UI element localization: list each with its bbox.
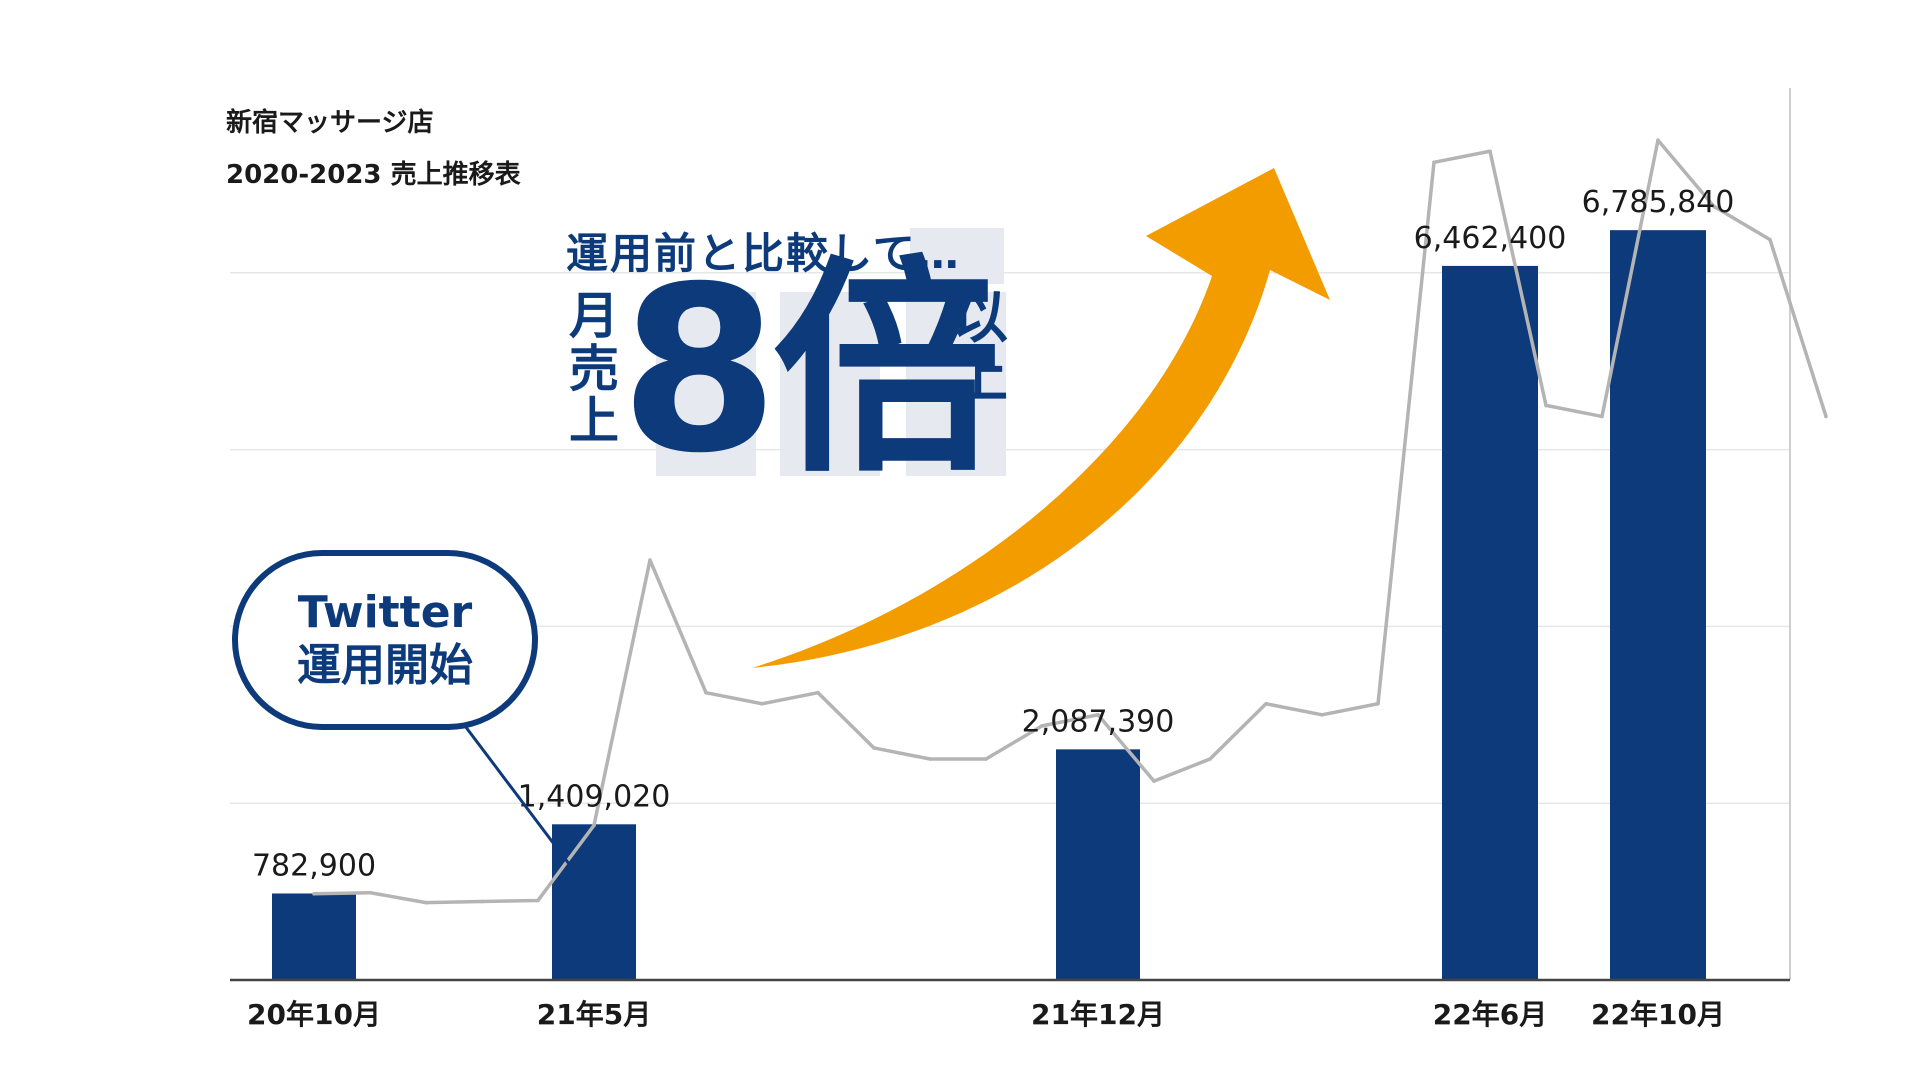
headline-right-vertical: 以 上 — [948, 286, 1012, 410]
bar — [1442, 265, 1538, 980]
trend-point — [1264, 701, 1268, 706]
bar — [552, 824, 636, 980]
x-tick-label: 21年12月 — [1031, 998, 1165, 1031]
trend-point — [1376, 701, 1380, 706]
x-tick-label: 20年10月 — [247, 998, 381, 1031]
headline-big: 8倍 — [620, 237, 1001, 503]
trend-point — [1544, 403, 1548, 408]
headline-char: 以 — [952, 286, 1008, 351]
trend-line — [313, 138, 1828, 905]
data-label: 6,462,400 — [1414, 221, 1567, 256]
bar — [1610, 230, 1706, 980]
headline-highlight — [656, 292, 756, 476]
trend-point — [1040, 724, 1044, 728]
x-tick-label: 22年6月 — [1433, 998, 1547, 1031]
trend-point — [368, 890, 372, 895]
trend-point — [1152, 779, 1156, 783]
trend-point — [1208, 757, 1212, 761]
trend-point — [1712, 204, 1716, 209]
chart-title: 新宿マッサージ店 — [226, 108, 434, 138]
trend-point — [984, 757, 988, 761]
trend-point — [1768, 237, 1772, 242]
trend-point — [1656, 138, 1660, 142]
annotation-line: Twitter — [297, 587, 473, 639]
trend-point — [1432, 160, 1436, 165]
headline-char: 上 — [952, 344, 1008, 410]
trend-point — [648, 558, 652, 562]
chart-subtitle: 2020-2023 売上推移表 — [226, 160, 521, 190]
headline-highlight — [906, 292, 1006, 476]
trend-point — [928, 757, 932, 761]
annotation-pointer — [454, 713, 600, 904]
trend-point — [1824, 414, 1828, 419]
trend-point — [1320, 713, 1324, 717]
trend-point — [760, 701, 764, 706]
data-label: 782,900 — [252, 848, 376, 883]
trend-point — [536, 898, 540, 903]
trend-point — [872, 746, 876, 750]
headline-highlight — [910, 228, 1004, 284]
trend-point — [480, 899, 484, 904]
trend-point — [704, 690, 708, 695]
headline-highlight — [780, 292, 880, 476]
bar — [1056, 749, 1140, 980]
growth-arrow — [752, 168, 1330, 668]
headline-sub: 運用前と比較して… — [566, 229, 961, 278]
annotation-bubble: Twitter 運用開始 — [232, 550, 538, 730]
trend-point — [1096, 713, 1100, 717]
headline-char: 上 — [569, 392, 619, 450]
trend-point — [424, 900, 428, 905]
data-label: 1,409,020 — [518, 779, 671, 814]
data-label: 2,087,390 — [1022, 704, 1175, 739]
trend-point — [816, 690, 820, 695]
data-label: 6,785,840 — [1582, 185, 1735, 220]
trend-point — [1600, 414, 1604, 419]
trend-point — [312, 892, 316, 896]
trend-point — [592, 823, 596, 828]
headline-char: 売 — [569, 339, 619, 398]
trend-point — [1488, 149, 1492, 154]
x-tick-label: 21年5月 — [537, 998, 651, 1031]
x-tick-label: 22年10月 — [1591, 998, 1725, 1031]
bar — [272, 893, 356, 980]
headline-left-vertical: 月 売 上 — [566, 290, 622, 448]
headline-char: 月 — [569, 287, 619, 345]
annotation-line: 運用開始 — [297, 640, 473, 691]
